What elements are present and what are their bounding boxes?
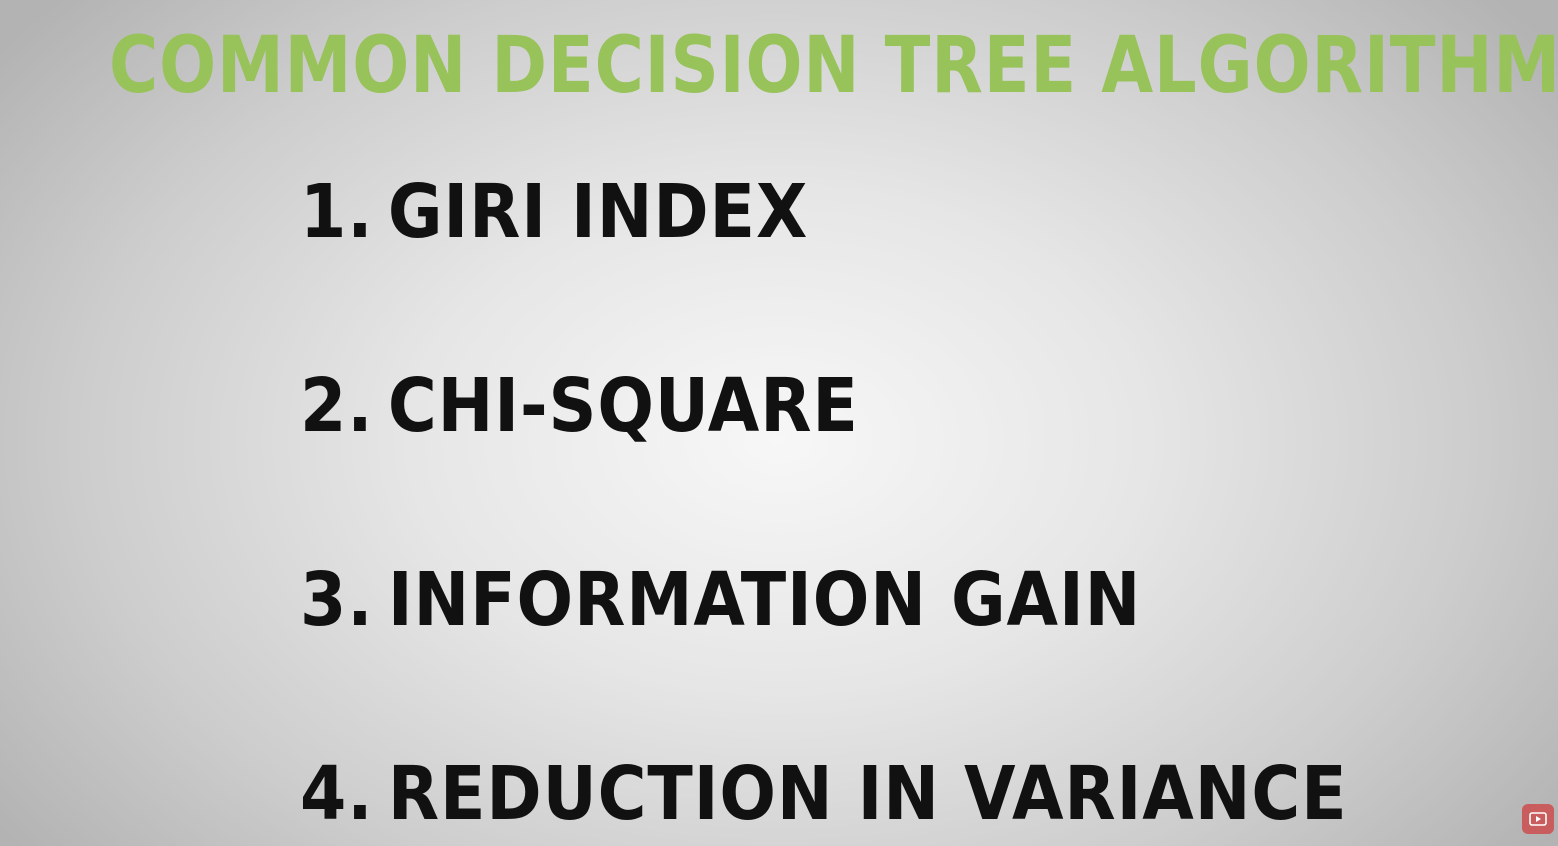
slide-title: COMMON DECISION TREE ALGORITHMS bbox=[109, 21, 1558, 111]
list-item: 2. CHI-SQUARE bbox=[300, 362, 859, 450]
list-item: 3. INFORMATION GAIN bbox=[300, 556, 1141, 644]
list-item-number: 2. bbox=[300, 363, 374, 449]
list-item-label: CHI-SQUARE bbox=[387, 363, 859, 449]
list-item-label: GIRI INDEX bbox=[387, 169, 809, 255]
list-item-label: INFORMATION GAIN bbox=[387, 557, 1142, 643]
list-item-number: 4. bbox=[300, 751, 374, 837]
list-item-number: 3. bbox=[300, 557, 374, 643]
list-item-label: REDUCTION IN VARIANCE bbox=[387, 751, 1348, 837]
list-item: 1. GIRI INDEX bbox=[300, 168, 808, 256]
list-item: 4. REDUCTION IN VARIANCE bbox=[300, 750, 1348, 838]
list-item-number: 1. bbox=[300, 169, 374, 255]
youtube-play-icon bbox=[1529, 812, 1547, 826]
youtube-button[interactable] bbox=[1522, 804, 1554, 834]
